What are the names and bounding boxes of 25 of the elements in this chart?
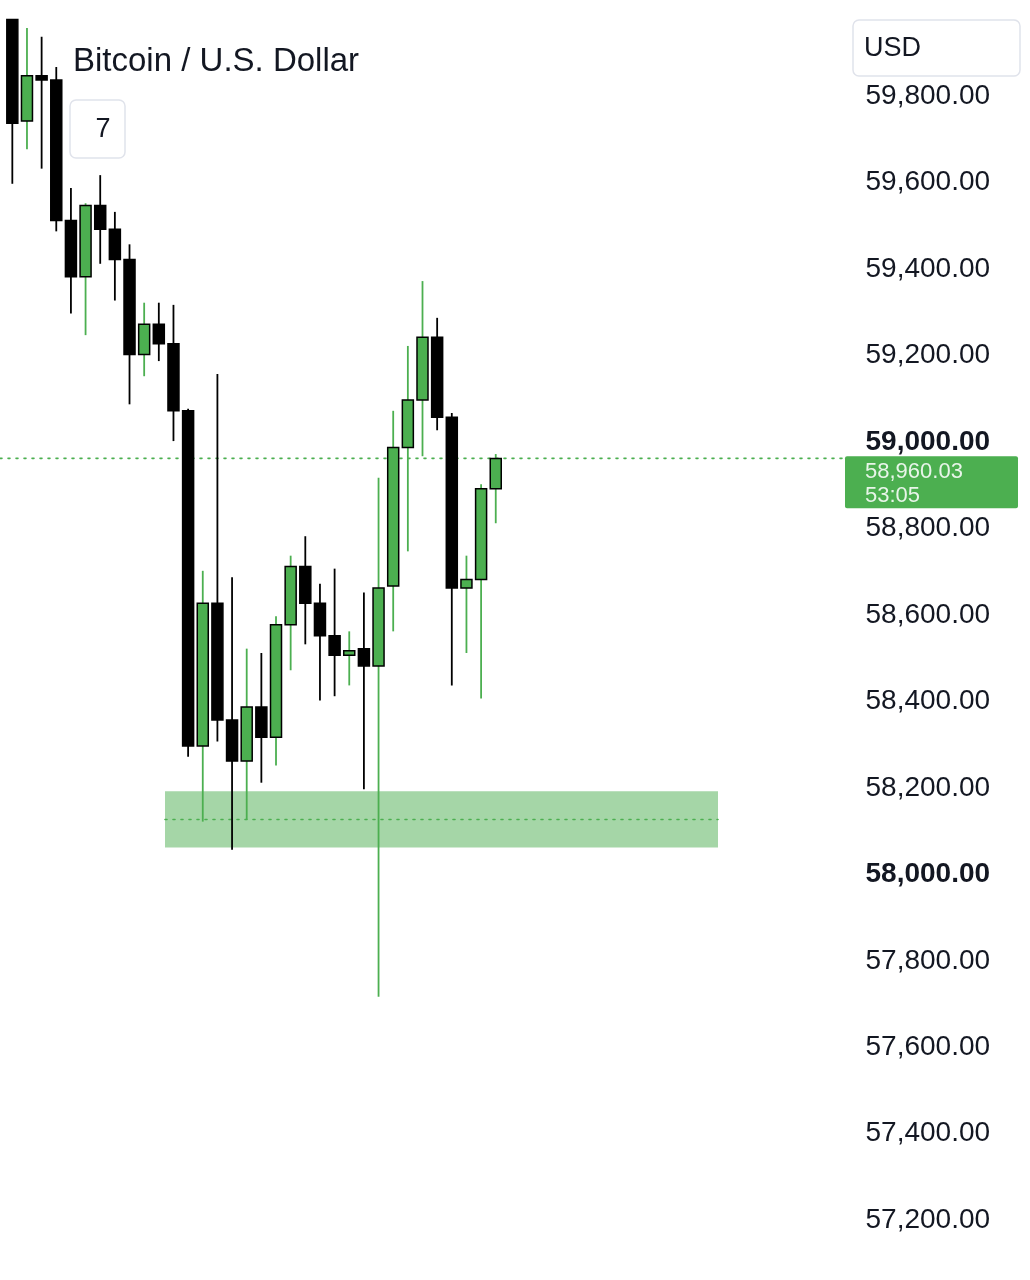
ref-line-label: 58,960.03 53:05 (865, 458, 963, 508)
y-tick-label: 57,800.00 (865, 943, 991, 975)
candlestick (357, 591, 371, 791)
candlestick (460, 554, 473, 654)
text: Bitcoin / U.S. Dollar (73, 41, 360, 78)
y-tick-label: 58,000.00 (865, 857, 991, 889)
y-tick-label: 57,600.00 (865, 1029, 991, 1061)
candlestick (93, 174, 107, 265)
y-tick-label: 59,200.00 (865, 338, 991, 370)
y-tick-label: 58,200.00 (865, 770, 991, 802)
y-tick-label: 58,400.00 (865, 684, 991, 716)
y-tick-label: 59,400.00 (865, 251, 991, 283)
y-tick-label: 59,800.00 (865, 78, 991, 110)
y-tick-label: 57,400.00 (865, 1116, 991, 1148)
y-tick-label: 57,200.00 (865, 1202, 991, 1234)
y-tick-label: 59,600.00 (865, 165, 991, 197)
candlestick (35, 35, 48, 170)
annotation: 7 (95, 113, 111, 143)
y-tick-label: 58,600.00 (865, 597, 991, 629)
candlestick (343, 630, 356, 687)
candlestick (152, 301, 166, 362)
y-tick-label: 59,000.00 (865, 424, 991, 456)
text: USD (864, 32, 922, 62)
candlestick (328, 567, 341, 698)
y-tick-label: 58,800.00 (865, 511, 991, 543)
